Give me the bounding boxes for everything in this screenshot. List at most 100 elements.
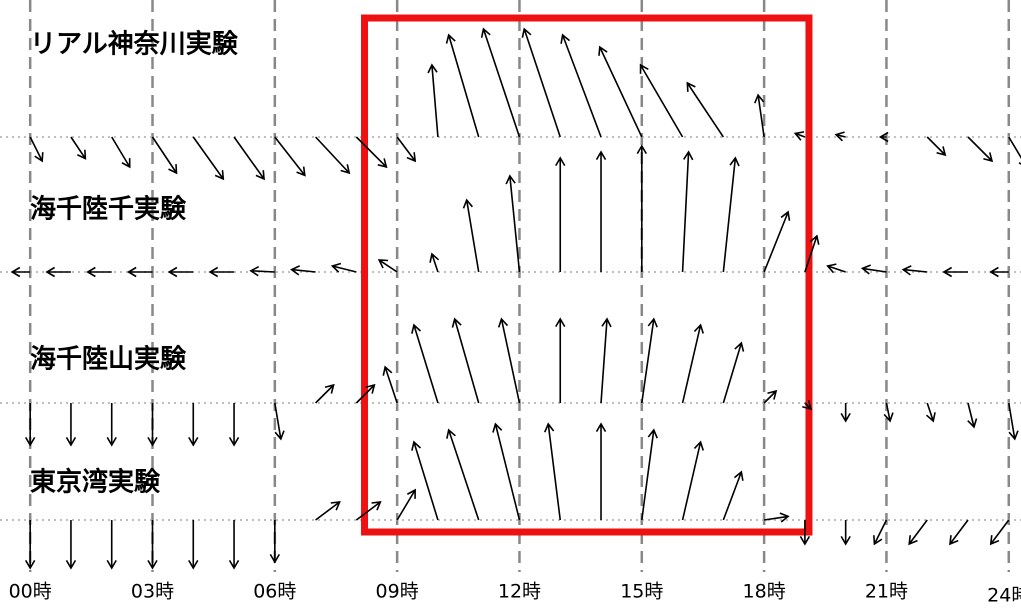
vector-arrow (560, 33, 602, 138)
vector-arrow (106, 403, 117, 447)
vector-arrow (315, 383, 335, 404)
x-tick-label: 00時 (9, 581, 52, 603)
vector-arrow (249, 265, 275, 277)
vector-arrow (192, 136, 225, 181)
vector-arrow (878, 131, 889, 143)
vector-arrow (24, 403, 36, 447)
vector-arrow (926, 402, 936, 423)
vector-arrow (543, 422, 562, 521)
x-tick-label: 15時 (620, 581, 663, 603)
vector-arrow (382, 365, 398, 404)
vector-arrow (595, 422, 607, 520)
vector-arrow (639, 63, 684, 138)
vector-arrow (1007, 402, 1019, 441)
series-label: 海千陸千実験 (30, 194, 187, 225)
vector-arrow (396, 488, 416, 521)
vector-arrow (901, 265, 928, 276)
vector-arrow (636, 144, 647, 272)
vector-arrow (492, 422, 521, 521)
vector-arrow (883, 402, 894, 423)
vector-arrow (65, 403, 77, 447)
vector-arrow (411, 440, 439, 521)
vector-arrow (802, 400, 813, 411)
x-tick-label: 12時 (498, 581, 541, 603)
vector-arrow (804, 234, 820, 273)
vector-arrow (681, 150, 694, 273)
series-label: 海千陸山実験 (30, 344, 187, 375)
vector-arrow (151, 136, 178, 175)
vector-arrow (497, 317, 521, 404)
vector-arrow (188, 403, 199, 447)
vector-arrow (949, 519, 969, 546)
vector-arrow (228, 403, 240, 447)
vector-arrow (111, 136, 131, 169)
vector-arrow (681, 323, 704, 404)
vector-arrow (315, 501, 341, 521)
vector-arrow (764, 512, 790, 523)
highlight-box (361, 14, 813, 536)
x-tick-label: 18時 (743, 581, 786, 603)
vector-arrow (505, 174, 521, 273)
vector-arrow (188, 520, 199, 570)
vector-arrow (600, 317, 612, 404)
vector-arrow (598, 45, 643, 138)
vector-arrow (147, 520, 158, 570)
vector-arrow (942, 266, 968, 278)
vector-arrow (167, 266, 194, 278)
vector-arrow (989, 266, 1009, 278)
vector-arrow (45, 266, 71, 278)
vector-arrow (462, 198, 480, 273)
x-tick-label: 21時 (865, 581, 908, 603)
vector-arrow (793, 131, 806, 141)
vector-arrow (967, 136, 994, 163)
vector-arrow (355, 501, 382, 521)
vector-arrow (269, 520, 281, 564)
vector-arrow (106, 520, 117, 570)
vector-arrow (686, 81, 725, 138)
vector-arrow (926, 136, 947, 157)
vector-arrow (429, 252, 440, 273)
vector-arrow (681, 440, 704, 521)
vector-arrow (126, 266, 153, 278)
vector-arrow (274, 136, 306, 177)
vector-arrow (65, 520, 77, 570)
vector-arrow (641, 428, 658, 521)
vector-arrow (411, 323, 439, 404)
vector-arrow (70, 136, 87, 160)
vector-arrow (967, 402, 978, 429)
vector-arrow (799, 520, 811, 546)
vector-arrow (763, 389, 778, 404)
vector-arrow (555, 317, 566, 403)
vector-arrow (908, 519, 928, 546)
vector-arrow (722, 341, 745, 404)
vector-arrow (228, 520, 240, 570)
x-tick-label: 03時 (131, 581, 174, 603)
vector-arrow (355, 136, 388, 169)
vector-arrow (355, 383, 376, 404)
vector-arrow (427, 63, 439, 138)
vector-arrow (860, 264, 887, 275)
vector-arrow (315, 136, 351, 175)
vector-arrow (826, 263, 846, 274)
vector-arrow (480, 27, 521, 138)
vector-arrow (521, 27, 562, 138)
vector-arrow (233, 136, 265, 181)
vector-arrow (451, 317, 480, 404)
vector-arrow (290, 265, 316, 276)
vector-arrow (274, 402, 285, 441)
vector-arrow (1008, 136, 1021, 165)
x-tick-label: 09時 (376, 581, 419, 603)
vector-arrow (754, 93, 765, 138)
vector-arrow (330, 262, 357, 273)
series-label: リアル神奈川実験 (30, 29, 239, 60)
vector-arrow (377, 259, 398, 273)
vector-arrow (595, 150, 607, 272)
vector-arrow (445, 33, 480, 138)
vector-arrow (834, 131, 846, 142)
vector-arrow (555, 156, 566, 272)
vector-arrow (989, 519, 1010, 546)
vector-arrow (208, 266, 235, 278)
series-label: 東京湾実験 (30, 467, 161, 498)
x-tick-label: 06時 (253, 581, 296, 603)
